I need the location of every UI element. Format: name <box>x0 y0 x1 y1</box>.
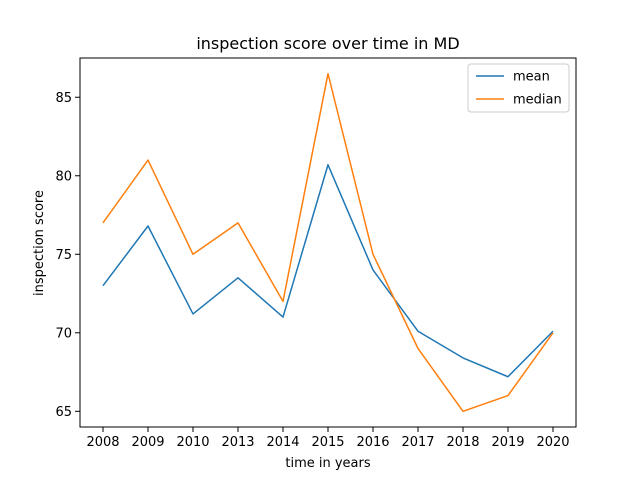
x-tick-label: 2010 <box>176 435 209 450</box>
y-axis-label: inspection score <box>32 190 47 296</box>
legend: mean median <box>467 63 570 113</box>
y-tick-label: 80 <box>55 169 72 184</box>
x-tick-label: 2017 <box>401 435 434 450</box>
x-tick-label: 2020 <box>536 435 569 450</box>
chart-title: inspection score over time in MD <box>196 34 459 53</box>
x-tick-label: 2014 <box>266 435 299 450</box>
y-tick-label: 75 <box>55 248 72 263</box>
x-tick-label: 2008 <box>86 435 119 450</box>
x-tick-label: 2019 <box>491 435 524 450</box>
x-tick-label: 2016 <box>356 435 389 450</box>
plot-area <box>79 57 577 428</box>
x-tick-label: 2018 <box>446 435 479 450</box>
legend-label-mean: mean <box>513 70 550 85</box>
y-tick-label: 65 <box>55 405 72 420</box>
plot-frame <box>79 57 577 428</box>
x-axis-label: time in years <box>285 456 370 471</box>
x-tick-label: 2009 <box>131 435 164 450</box>
x-axis-ticks: 2008 2009 2010 2013 2014 2015 2016 2017 2018 2019… <box>86 427 570 450</box>
series-layer <box>102 72 554 413</box>
legend-label-median: median <box>513 93 562 108</box>
series-line-mean <box>102 164 554 378</box>
x-tick-label: 2015 <box>311 435 344 450</box>
x-tick-label: 2013 <box>221 435 254 450</box>
y-axis-ticks: 65 70 75 80 85 <box>55 91 80 420</box>
y-tick-label: 70 <box>55 326 72 341</box>
series-line-median <box>102 72 554 413</box>
y-tick-label: 85 <box>55 91 72 106</box>
